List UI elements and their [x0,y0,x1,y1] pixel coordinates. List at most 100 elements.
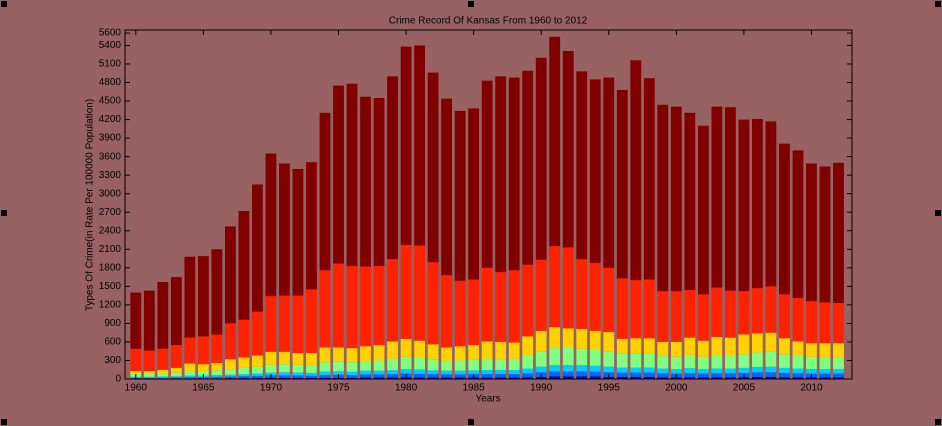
bar-segment [508,358,520,371]
bar-segment [589,349,601,366]
bar-segment [346,83,358,266]
bar-segment [711,287,723,337]
bar-segment [508,270,520,343]
y-axis-label: Types Of Crime(in Rate Per 100000 Popula… [85,99,96,311]
bar-segment [387,370,398,375]
bar-segment [670,356,682,370]
bar-segment [157,377,169,379]
bar-segment [387,259,398,342]
bar-segment [197,364,209,371]
bar-segment [670,106,682,292]
bar-segment [765,286,777,333]
bar-segment [346,371,358,375]
bar-segment [792,298,804,342]
bar-segment [387,377,398,379]
bar-segment [711,368,723,374]
bar-segment [549,348,561,366]
bar-segment [279,295,290,352]
bar-segment [522,377,534,379]
x-tick-label: 2005 [733,383,756,394]
x-tick-label: 1960 [125,383,148,394]
bar-segment [306,353,317,366]
bar-segment [670,341,682,357]
bar-segment [779,338,790,355]
y-tick-label: 4500 [99,96,122,107]
bar-segment [468,359,480,371]
y-tick-label: 2700 [99,207,122,218]
bar-segment [792,368,804,374]
bar-segment [779,143,790,295]
bar-segment [779,367,790,373]
bar-segment [535,57,547,260]
bar-segment [833,373,844,378]
bar-segment [238,376,250,379]
bar-segment [360,361,371,371]
bar-segment [414,377,425,379]
plot-frame [124,29,853,380]
bar-segment [414,340,425,358]
bar-segment [711,336,723,356]
bar-segment [508,370,520,375]
bar-segment [373,345,385,361]
bar-segment [549,327,561,349]
bar-segment [616,338,628,354]
bar-segment [643,279,655,339]
bar-segment [157,282,169,349]
bar-segment [549,246,561,328]
bar-segment [224,323,236,360]
bar-segment [562,376,574,379]
bar-segment [454,374,466,378]
y-tick-label: 300 [104,355,121,366]
bar-segment [643,78,655,280]
bar-segment [779,354,790,368]
bar-segment [765,121,777,287]
y-tick-label: 3600 [99,151,122,162]
bar-segment [170,277,182,346]
bar-segment [441,361,453,371]
x-axis-label: Years [475,394,500,405]
bar-segment [765,351,777,367]
x-tick-label: 2000 [665,383,688,394]
bar-segment [562,347,574,366]
bar-segment [279,364,290,373]
bar-segment [508,377,520,379]
bar-segment [603,77,615,268]
bar-segment [441,377,453,379]
bar-segment [576,259,588,329]
bar-segment [279,372,290,376]
bar-segment [387,374,398,378]
bar-segment [468,370,480,375]
bar-segment [522,368,534,374]
bar-segment [184,370,196,376]
bar-segment [400,369,412,374]
bar-segment [319,270,331,348]
bar-segment [279,163,290,296]
bar-segment [724,107,736,291]
x-tick-label: 1985 [463,383,486,394]
bar-segment [360,370,371,375]
bar-segment [630,376,642,379]
bar-segment [319,362,331,372]
bar-segment [414,369,425,374]
bar-segment [562,365,574,372]
bar-segment [292,364,304,373]
bar-segment [589,262,601,331]
x-tick-label: 1990 [530,383,553,394]
bar-segment [427,262,439,345]
bar-segment [333,371,344,375]
bar-segment [252,355,263,367]
y-tick-label: 5600 [99,28,122,39]
bar-segment [522,355,534,369]
bar-segment [130,292,142,349]
bar-segment [576,348,588,366]
bar-segment [454,370,466,375]
bar-segment [197,256,209,337]
bar-segment [495,359,507,371]
bar-segment [643,367,655,373]
bar-segment [535,366,547,373]
x-tick-label: 1980 [395,383,418,394]
bar-segment [252,311,263,356]
bar-segment [306,289,317,354]
bar-segment [292,353,304,365]
bar-segment [224,359,236,370]
